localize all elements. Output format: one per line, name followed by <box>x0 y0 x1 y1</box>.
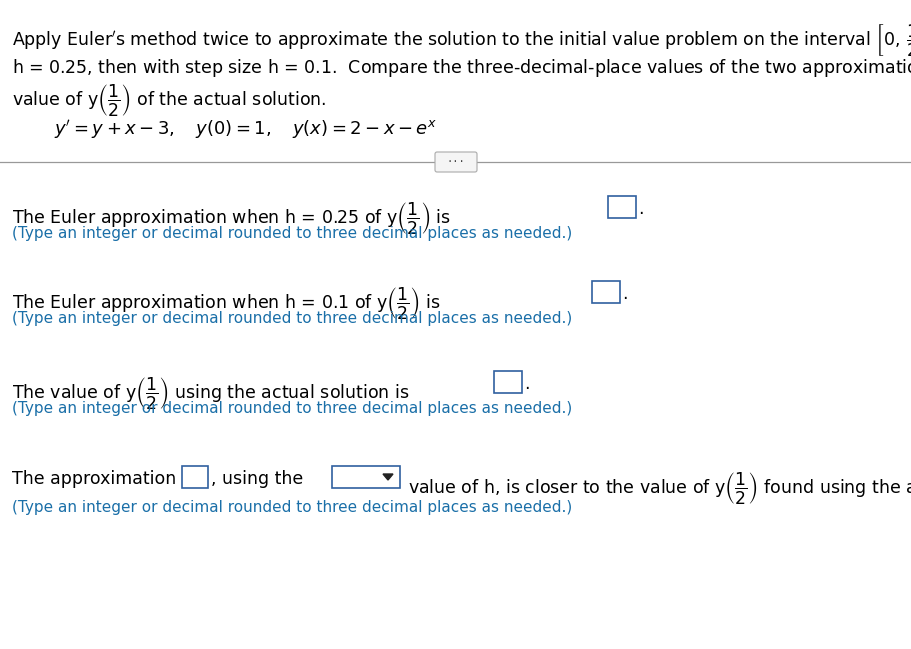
Text: The Euler approximation when h = 0.25 of y$\left(\dfrac{1}{2}\right)$ is: The Euler approximation when h = 0.25 of… <box>12 200 450 236</box>
Text: (Type an integer or decimal rounded to three decimal places as needed.): (Type an integer or decimal rounded to t… <box>12 311 571 326</box>
Text: (Type an integer or decimal rounded to three decimal places as needed.): (Type an integer or decimal rounded to t… <box>12 401 571 416</box>
FancyBboxPatch shape <box>435 152 476 172</box>
Text: value of y$\left(\dfrac{1}{2}\right)$ of the actual solution.: value of y$\left(\dfrac{1}{2}\right)$ of… <box>12 82 326 118</box>
Text: , using the: , using the <box>210 470 303 488</box>
FancyBboxPatch shape <box>494 371 521 393</box>
Text: The value of y$\left(\dfrac{1}{2}\right)$ using the actual solution is: The value of y$\left(\dfrac{1}{2}\right)… <box>12 375 409 411</box>
FancyBboxPatch shape <box>182 466 208 488</box>
FancyBboxPatch shape <box>591 281 619 303</box>
FancyBboxPatch shape <box>332 466 400 488</box>
Text: Apply Euler$'$s method twice to approximate the solution to the initial value pr: Apply Euler$'$s method twice to approxim… <box>12 22 911 58</box>
Text: value of h, is closer to the value of y$\left(\dfrac{1}{2}\right)$ found using t: value of h, is closer to the value of y$… <box>407 470 911 506</box>
Text: $y' = y + x - 3,\quad y(0) = 1,\quad y(x) = 2 - x - e^{x}$: $y' = y + x - 3,\quad y(0) = 1,\quad y(x… <box>54 118 437 141</box>
Text: ···: ··· <box>446 156 465 167</box>
FancyBboxPatch shape <box>608 196 635 218</box>
Text: (Type an integer or decimal rounded to three decimal places as needed.): (Type an integer or decimal rounded to t… <box>12 500 571 515</box>
Text: .: . <box>638 200 643 218</box>
Text: h = 0.25, then with step size h = 0.1.  Compare the three-decimal-place values o: h = 0.25, then with step size h = 0.1. C… <box>12 52 911 88</box>
Text: The approximation: The approximation <box>12 470 176 488</box>
Polygon shape <box>383 474 393 480</box>
Text: .: . <box>621 285 627 303</box>
Text: (Type an integer or decimal rounded to three decimal places as needed.): (Type an integer or decimal rounded to t… <box>12 226 571 241</box>
Text: .: . <box>524 375 529 393</box>
Text: The Euler approximation when h = 0.1 of y$\left(\dfrac{1}{2}\right)$ is: The Euler approximation when h = 0.1 of … <box>12 285 440 321</box>
